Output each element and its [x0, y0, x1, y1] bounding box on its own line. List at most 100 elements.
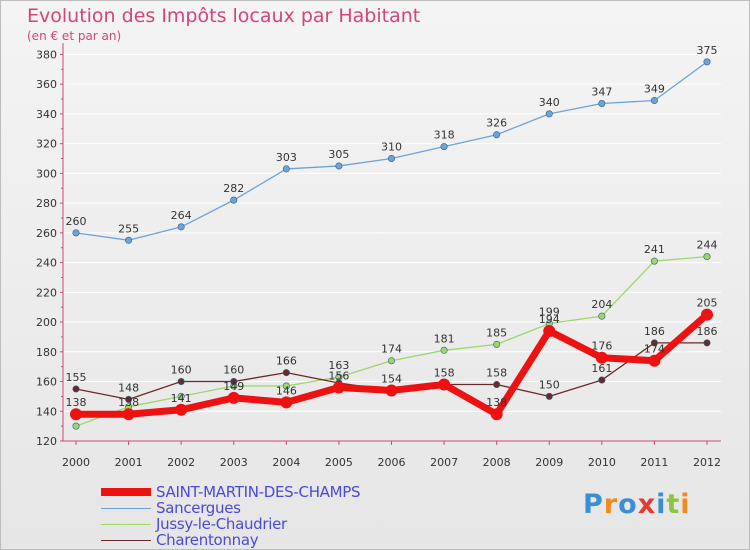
data-label: 305: [328, 148, 349, 161]
y-tick-label: 340: [36, 108, 57, 121]
logo-letter: i: [680, 489, 691, 520]
data-point: [177, 378, 185, 386]
data-point: [387, 155, 395, 163]
x-tick-label: 2005: [325, 456, 353, 469]
data-point: [280, 396, 293, 409]
y-tick-label: 380: [36, 48, 57, 61]
data-label: 204: [591, 298, 612, 311]
x-tick-label: 2004: [272, 456, 300, 469]
data-label: 149: [223, 380, 244, 393]
data-label: 148: [118, 381, 139, 394]
data-label: 158: [434, 367, 455, 380]
data-point: [545, 392, 553, 400]
data-label: 176: [591, 340, 612, 353]
logo-letter: t: [666, 489, 681, 520]
data-label: 155: [66, 371, 87, 384]
data-label: 255: [118, 222, 139, 235]
legend-swatch: [101, 508, 151, 509]
data-label: 194: [539, 313, 560, 326]
data-label: 161: [591, 362, 612, 375]
data-point: [70, 408, 82, 421]
y-tick-label: 260: [36, 227, 57, 240]
data-label: 241: [644, 243, 665, 256]
data-point: [177, 392, 185, 400]
data-label: 282: [223, 182, 244, 195]
y-tick-label: 320: [36, 138, 57, 151]
data-label: 186: [697, 325, 718, 338]
data-point: [175, 403, 188, 416]
data-point: [701, 308, 713, 321]
x-tick-label: 2011: [640, 456, 668, 469]
data-label: 138: [486, 396, 507, 409]
data-point: [332, 381, 345, 394]
x-tick-label: 2009: [535, 456, 563, 469]
data-label: 185: [486, 326, 507, 339]
data-point: [490, 408, 503, 421]
x-tick-label: 2000: [62, 456, 90, 469]
data-label: 154: [381, 372, 402, 385]
data-label: 375: [697, 44, 718, 57]
data-point: [703, 253, 711, 261]
data-label: 340: [539, 96, 560, 109]
y-tick-label: 360: [36, 78, 57, 91]
x-tick-label: 2010: [588, 456, 616, 469]
data-point: [282, 165, 290, 173]
y-tick-label: 280: [36, 197, 57, 210]
data-label: 244: [697, 239, 718, 252]
data-point: [545, 110, 553, 118]
data-point: [72, 422, 80, 430]
data-point: [125, 395, 133, 403]
data-point: [703, 58, 711, 66]
data-label: 303: [276, 151, 297, 164]
data-label: 160: [171, 364, 192, 377]
x-tick-label: 2001: [115, 456, 143, 469]
y-tick-label: 120: [36, 435, 57, 448]
data-label: 138: [118, 396, 139, 409]
logo-letter: i: [656, 489, 667, 520]
y-tick-label: 200: [36, 316, 57, 329]
data-point: [72, 385, 80, 393]
x-tick-label: 2006: [378, 456, 406, 469]
logo-letter: o: [618, 489, 638, 520]
data-point: [387, 357, 395, 365]
data-label: 174: [644, 343, 665, 356]
legend-swatch: [101, 524, 151, 525]
legend-swatch: [101, 540, 151, 541]
data-label: 318: [434, 129, 455, 142]
data-point: [72, 229, 80, 237]
chart-subtitle: (en € et par an): [27, 29, 122, 43]
data-label: 146: [276, 384, 297, 397]
data-point: [543, 324, 556, 337]
y-tick-label: 140: [36, 405, 57, 418]
data-label: 186: [644, 325, 665, 338]
data-point: [282, 382, 290, 390]
proxiti-logo: Proxiti: [583, 489, 691, 520]
data-point: [282, 369, 290, 377]
data-point: [440, 143, 448, 151]
data-point: [230, 378, 238, 386]
data-label: 181: [434, 332, 455, 345]
x-tick-label: 2008: [483, 456, 511, 469]
logo-letter: x: [637, 489, 657, 520]
data-label: 138: [66, 396, 87, 409]
data-point: [598, 376, 606, 384]
x-tick-label: 2007: [430, 456, 458, 469]
y-tick-label: 300: [36, 167, 57, 180]
data-label: 199: [539, 306, 560, 319]
data-label: 205: [697, 297, 718, 310]
data-label: 174: [381, 343, 402, 356]
data-point: [598, 99, 606, 107]
x-tick-label: 2002: [167, 456, 195, 469]
data-point: [598, 312, 606, 320]
data-point: [650, 339, 658, 347]
data-label: 326: [486, 117, 507, 130]
data-point: [493, 131, 501, 139]
y-tick-label: 160: [36, 376, 57, 389]
data-label: 166: [276, 355, 297, 368]
x-tick-label: 2003: [220, 456, 248, 469]
data-point: [385, 384, 398, 397]
data-point: [493, 340, 501, 348]
data-point: [230, 196, 238, 204]
data-label: 163: [328, 359, 349, 372]
